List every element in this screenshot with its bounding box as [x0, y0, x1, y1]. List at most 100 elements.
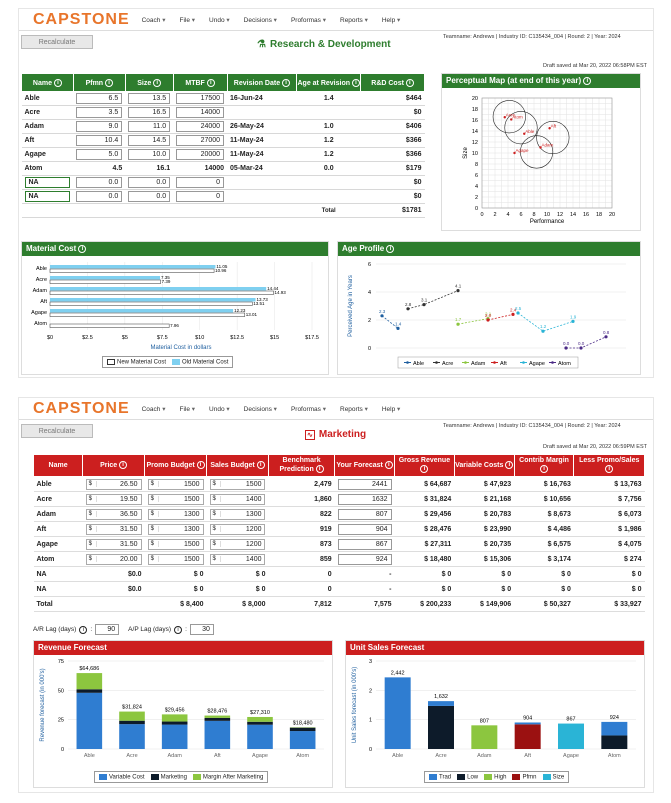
rd-mtbf-input[interactable]: 17500 [176, 93, 225, 104]
rd-name-input[interactable]: NA [24, 177, 71, 188]
nav-reports[interactable]: Reports [340, 16, 368, 24]
rd-pfmn-input[interactable]: 9.0 [76, 121, 123, 132]
nav-reports-2[interactable]: Reports [340, 405, 368, 413]
nav-help[interactable]: Help [382, 16, 400, 24]
nav-undo-2[interactable]: Undo [209, 405, 230, 413]
mk-promo-input[interactable]: $1300 [147, 523, 204, 535]
product-label: Agape [516, 148, 530, 153]
nav-proformas[interactable]: Proformas [291, 16, 326, 24]
mk-sales-input[interactable]: $1200 [209, 538, 266, 550]
mk-price-input[interactable]: $20.00 [85, 553, 142, 565]
ap-lag-input[interactable]: 30 [189, 624, 214, 635]
rd-name: Able [24, 95, 40, 102]
y-axis-label: Perceived Age in Years [348, 275, 354, 337]
mk-sales-input[interactable]: $1300 [209, 508, 266, 520]
mk-price-input[interactable]: $31.50 [85, 538, 142, 550]
rd-pfmn-input[interactable]: 5.0 [76, 149, 123, 160]
rd-pfmn-input[interactable]: 6.5 [76, 93, 123, 104]
mk-promo-input[interactable]: $1500 [147, 538, 204, 550]
age-value: 1.4 [395, 321, 402, 326]
rd-name-input[interactable]: NA [24, 191, 71, 202]
mk-price-input[interactable]: $36.50 [85, 508, 142, 520]
nav-help-2[interactable]: Help [382, 405, 400, 413]
age-point [422, 303, 426, 307]
mk-forecast-input[interactable]: 1632 [337, 493, 392, 505]
y-tick-label: 8 [475, 162, 478, 168]
mk-forecast-input[interactable]: 904 [337, 523, 392, 535]
rd-mtbf-input[interactable]: 24000 [176, 121, 225, 132]
mk-price-input[interactable]: $26.50 [85, 478, 142, 490]
rd-size-input[interactable]: 13.5 [128, 93, 171, 104]
rd-cost: $406 [360, 119, 425, 134]
nav-coach-2[interactable]: Coach [142, 405, 166, 413]
mk-varcost: $ 21,168 [454, 491, 515, 507]
legend-label: Adam [471, 361, 486, 367]
rd-age: 1.4 [296, 91, 361, 106]
rd-mtbf-input[interactable]: 0 [176, 191, 225, 202]
mk-row: NA $0.0 $ 0 $ 0 0- $ 0 $ 0 $ 0 $ 0 [33, 566, 645, 582]
mk-promo-input[interactable]: $1500 [147, 478, 204, 490]
nav-file[interactable]: File [179, 16, 195, 24]
mk-price-input[interactable]: $19.50 [85, 493, 142, 505]
mk-promo-input[interactable]: $1300 [147, 508, 204, 520]
rd-size-input[interactable]: 16.5 [128, 107, 171, 118]
old-cost-bar [50, 298, 256, 302]
mk-less: $ 1,986 [573, 521, 645, 537]
mk-sales-input[interactable]: $1400 [209, 553, 266, 565]
rd-size-input[interactable]: 14.5 [128, 135, 171, 146]
revenue-bar-segment [119, 724, 145, 749]
rd-pfmn-input[interactable]: 0.0 [76, 191, 123, 202]
nav-proformas-2[interactable]: Proformas [291, 405, 326, 413]
mk-price-input[interactable]: $31.50 [85, 523, 142, 535]
x-tick-label: 8 [532, 212, 535, 218]
rd-cost: $464 [360, 91, 425, 106]
unit-bar-segment [558, 723, 584, 749]
mk-forecast-input[interactable]: 924 [337, 553, 392, 565]
rd-size-input[interactable]: 0.0 [128, 191, 171, 202]
rd-pfmn-input[interactable]: 10.4 [76, 135, 123, 146]
mk-sales-input[interactable]: $1200 [209, 523, 266, 535]
recalculate-button[interactable]: Recalculate [21, 35, 93, 49]
rd-pfmn-input[interactable]: 3.5 [76, 107, 123, 118]
product-point [539, 146, 542, 149]
mk-forecast-input[interactable]: 807 [337, 508, 392, 520]
rd-cost: $0 [360, 105, 425, 120]
new-cost-value: 13.01 [246, 312, 258, 317]
nav-decisions[interactable]: Decisions [244, 16, 277, 24]
rd-mtbf-input[interactable]: 20000 [176, 149, 225, 160]
rd-pfmn-input[interactable]: 0.0 [76, 177, 123, 188]
unit-bar-segment [428, 701, 454, 706]
mk-row: Adam $36.50 $1300 $1300 822 807 $ 29,456 $ 20,7… [33, 506, 645, 522]
mk-sales-input[interactable]: $1400 [209, 493, 266, 505]
rd-size-input[interactable]: 11.0 [128, 121, 171, 132]
nav-decisions-2[interactable]: Decisions [244, 405, 277, 413]
y-tick-label: 2 [475, 195, 478, 201]
ar-lag-input[interactable]: 90 [95, 624, 120, 635]
revenue-total-label: $28,476 [207, 709, 227, 715]
rd-size-input[interactable]: 0.0 [128, 177, 171, 188]
rd-mtbf-input[interactable]: 14000 [176, 107, 225, 118]
mk-promo-input[interactable]: $1500 [147, 553, 204, 565]
rd-revision [227, 175, 297, 190]
rd-mtbf-input[interactable]: 0 [176, 177, 225, 188]
mk-forecast-input[interactable]: 2441 [337, 478, 392, 490]
unit-legend: Trad Low High Pfmn Size [424, 771, 570, 783]
mk-sales-input[interactable]: $1500 [209, 478, 266, 490]
nav-coach[interactable]: Coach [142, 16, 166, 24]
nav-file-2[interactable]: File [179, 405, 195, 413]
rd-mtbf-input[interactable]: 27000 [176, 135, 225, 146]
y-axis-label: Unit Sales forecast (in 000's) [352, 667, 358, 744]
mk-contrib: $ 10,656 [514, 491, 574, 507]
y-tick-label: 0 [369, 747, 372, 753]
segment-circle [520, 135, 554, 169]
mk-promo-input[interactable]: $1500 [147, 493, 204, 505]
recalculate-button-2[interactable]: Recalculate [21, 424, 93, 438]
mk-varcost: $ 47,923 [454, 476, 515, 492]
new-cost-bar [49, 312, 246, 317]
col-age: Age at Revision i [296, 73, 362, 92]
nav-undo[interactable]: Undo [209, 16, 230, 24]
rd-size-input[interactable]: 10.0 [128, 149, 171, 160]
mk-bench: 859 [268, 551, 335, 567]
mk-forecast-input[interactable]: 867 [337, 538, 392, 550]
x-tick-label: 2 [493, 212, 496, 218]
